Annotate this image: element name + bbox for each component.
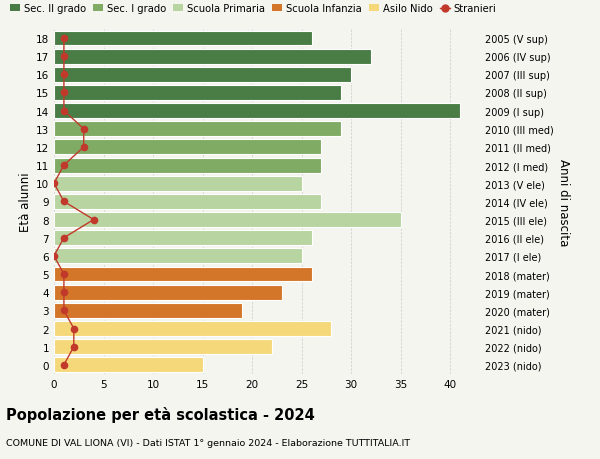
Bar	[54, 104, 460, 119]
Bar	[54, 122, 341, 137]
Bar	[54, 321, 331, 336]
Bar	[54, 158, 322, 173]
Bar	[54, 285, 282, 300]
Bar	[54, 249, 302, 264]
Bar	[54, 176, 302, 191]
Text: COMUNE DI VAL LIONA (VI) - Dati ISTAT 1° gennaio 2024 - Elaborazione TUTTITALIA.: COMUNE DI VAL LIONA (VI) - Dati ISTAT 1°…	[6, 438, 410, 448]
Y-axis label: Anni di nascita: Anni di nascita	[557, 158, 570, 246]
Y-axis label: Età alunni: Età alunni	[19, 172, 32, 232]
Bar	[54, 358, 203, 372]
Bar	[54, 303, 242, 318]
Bar	[54, 32, 311, 46]
Bar	[54, 267, 311, 282]
Bar	[54, 50, 371, 64]
Legend: Sec. II grado, Sec. I grado, Scuola Primaria, Scuola Infanzia, Asilo Nido, Stran: Sec. II grado, Sec. I grado, Scuola Prim…	[6, 0, 500, 18]
Bar	[54, 86, 341, 101]
Bar	[54, 231, 311, 246]
Bar	[54, 340, 272, 354]
Text: Popolazione per età scolastica - 2024: Popolazione per età scolastica - 2024	[6, 406, 315, 422]
Bar	[54, 67, 351, 83]
Bar	[54, 140, 322, 155]
Bar	[54, 195, 322, 209]
Bar	[54, 213, 401, 228]
